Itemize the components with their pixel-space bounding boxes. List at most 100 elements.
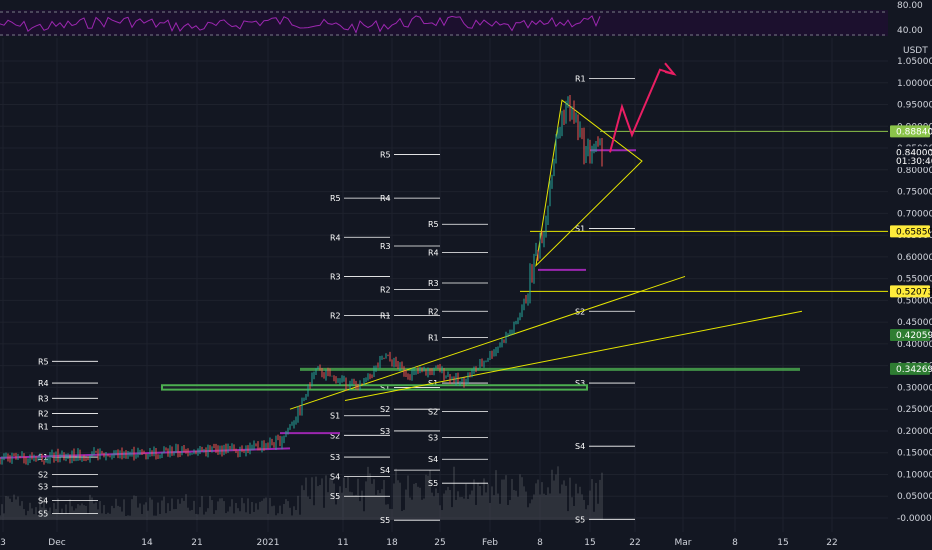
volume-bar <box>547 487 549 520</box>
volume-bar <box>351 492 353 520</box>
pivot-label: S5 <box>330 492 340 501</box>
volume-bar <box>153 515 155 520</box>
y-tick-label: 0.60000 <box>897 253 932 263</box>
pivot-label: S5 <box>575 515 585 524</box>
pivot-label: S2 <box>428 407 438 416</box>
volume-bar <box>81 503 83 520</box>
volume-bar <box>249 513 251 520</box>
x-tick-label: 8 <box>732 538 738 548</box>
volume-bar <box>277 513 279 520</box>
volume-bar <box>119 506 121 520</box>
volume-bar <box>293 506 295 520</box>
volume-bar <box>49 507 51 520</box>
volume-bar <box>189 510 191 520</box>
volume-bar <box>243 503 245 520</box>
volume-bar <box>465 483 467 520</box>
volume-bar <box>195 513 197 520</box>
volume-bar <box>567 511 569 520</box>
volume-bar <box>75 508 77 520</box>
volume-bar <box>409 497 411 520</box>
volume-bar <box>581 494 583 520</box>
volume-bar <box>469 494 471 520</box>
volume-bar <box>471 490 473 520</box>
volume-bar <box>597 503 599 520</box>
pivot-label: S4 <box>38 497 48 506</box>
volume-bar <box>335 504 337 520</box>
volume-bar <box>45 508 47 520</box>
x-tick-label: 11 <box>337 538 348 548</box>
volume-bar <box>13 494 15 520</box>
volume-bar <box>571 497 573 520</box>
volume-bar <box>299 514 301 520</box>
volume-bar <box>47 510 49 520</box>
volume-bar <box>397 480 399 520</box>
volume-bar <box>213 513 215 520</box>
volume-bar <box>339 486 341 520</box>
volume-bar <box>395 468 397 520</box>
x-tick-label: Feb <box>482 538 498 548</box>
volume-bar <box>239 511 241 520</box>
volume-bar <box>449 489 451 520</box>
volume-bar <box>199 507 201 520</box>
pivot-label: R5 <box>428 220 439 229</box>
drawings <box>0 62 888 459</box>
pivot-label: R2 <box>330 312 341 321</box>
volume-bar <box>149 497 151 520</box>
x-tick-label: 22 <box>629 538 640 548</box>
volume-bar <box>275 515 277 520</box>
volume-bar <box>3 513 5 520</box>
volume-bar <box>99 501 101 520</box>
volume-bar <box>493 495 495 520</box>
volume-bar <box>19 505 21 520</box>
price-tag-label: 0.88840 <box>896 127 932 137</box>
volume-bar <box>183 500 185 520</box>
volume-bar <box>79 505 81 520</box>
volume-bar <box>361 490 363 520</box>
volume-bar <box>323 507 325 520</box>
volume-bar <box>297 495 299 520</box>
volume-bar <box>73 510 75 520</box>
currency-label: USDT <box>903 46 928 56</box>
rsi-pane <box>0 10 888 36</box>
x-tick-label: 14 <box>141 538 153 548</box>
volume-bar <box>307 496 309 520</box>
volume-bar <box>193 500 195 520</box>
volume-bar <box>245 512 247 520</box>
volume-bar <box>27 510 29 520</box>
volume-bar <box>7 496 9 520</box>
volume-bar <box>513 489 515 520</box>
volume-bar <box>103 505 105 520</box>
volume-bar <box>379 493 381 520</box>
volume-bar <box>337 495 339 520</box>
projection-arrow <box>609 68 675 153</box>
volume-bar <box>487 483 489 520</box>
volume-bar <box>53 503 55 520</box>
volume-bar <box>131 499 133 520</box>
volume-bar <box>553 480 555 520</box>
volume-bar <box>495 470 497 520</box>
volume-bar <box>227 511 229 520</box>
volume-bar <box>9 498 11 520</box>
volume-bar <box>363 511 365 520</box>
grid <box>0 38 888 532</box>
volume-bar <box>331 480 333 520</box>
volume-bar <box>595 482 597 520</box>
volume-bar <box>51 514 53 520</box>
volume-bar <box>259 501 261 520</box>
trend-line <box>344 310 803 401</box>
volume-bar <box>171 498 173 520</box>
y-axis-panel <box>888 0 932 550</box>
pivot-label: S4 <box>575 442 585 451</box>
volume-bar <box>483 478 485 520</box>
volume-bar <box>403 509 405 520</box>
volume-bar <box>303 490 305 520</box>
volume-bar <box>421 499 423 520</box>
volume-bar <box>285 499 287 520</box>
volume-bar <box>531 499 533 520</box>
y-tick-label: 0.10000 <box>897 470 932 480</box>
volume-bar <box>537 479 539 520</box>
volume-bar <box>555 474 557 520</box>
volume-bar <box>109 513 111 520</box>
